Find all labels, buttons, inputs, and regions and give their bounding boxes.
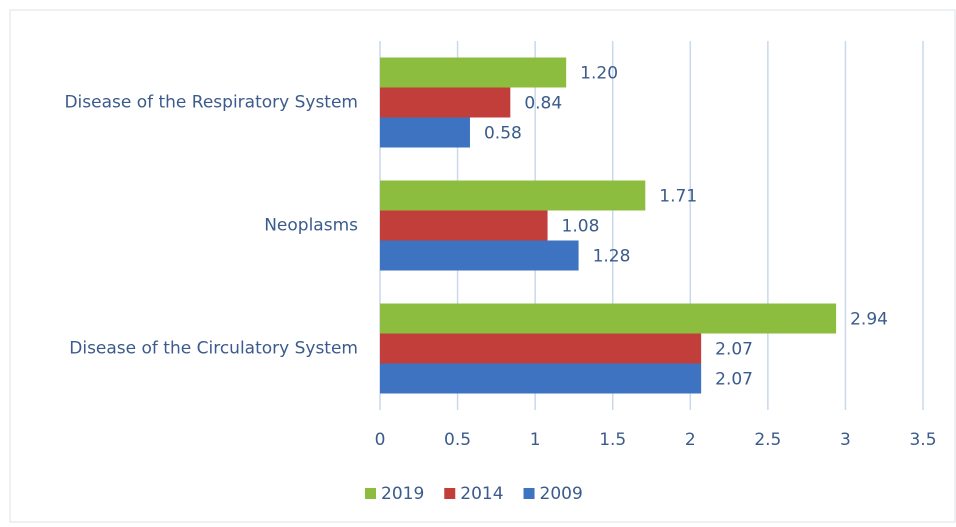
bar xyxy=(380,117,470,148)
data-label: 1.28 xyxy=(593,247,631,267)
data-label: 2.94 xyxy=(850,310,888,330)
data-label: 1.20 xyxy=(580,64,618,84)
y-tick-label: Disease of the Respiratory System xyxy=(64,93,358,113)
data-label: 0.84 xyxy=(524,94,562,114)
legend-label: 2019 xyxy=(381,484,424,504)
data-label: 2.07 xyxy=(715,340,753,360)
legend-swatch xyxy=(365,488,376,499)
x-tick-label: 3 xyxy=(840,430,851,450)
bar xyxy=(380,87,511,118)
x-tick-label: 2 xyxy=(685,430,696,450)
data-label: 1.71 xyxy=(659,187,697,207)
data-label: 2.07 xyxy=(715,370,753,390)
legend-label: 2014 xyxy=(460,484,503,504)
data-label: 0.58 xyxy=(484,124,522,144)
legend-label: 2009 xyxy=(540,484,583,504)
chart-frame xyxy=(9,9,956,523)
legend-swatch xyxy=(523,488,535,499)
legend-swatch xyxy=(444,488,456,499)
bar xyxy=(380,240,579,271)
x-tick-label: 0 xyxy=(375,430,386,450)
x-tick-label: 2.5 xyxy=(754,430,781,450)
y-tick-label: Neoplasms xyxy=(264,216,358,236)
bar xyxy=(380,363,702,394)
bar xyxy=(380,57,567,88)
bar xyxy=(380,180,646,211)
bar xyxy=(380,303,837,334)
x-tick-label: 0.5 xyxy=(444,430,471,450)
bar xyxy=(380,333,702,364)
bar xyxy=(380,210,548,241)
data-label: 1.08 xyxy=(562,217,600,237)
y-tick-label: Disease of the Circulatory System xyxy=(69,339,358,359)
x-tick-label: 3.5 xyxy=(909,430,936,450)
x-tick-label: 1 xyxy=(530,430,541,450)
x-tick-label: 1.5 xyxy=(599,430,626,450)
